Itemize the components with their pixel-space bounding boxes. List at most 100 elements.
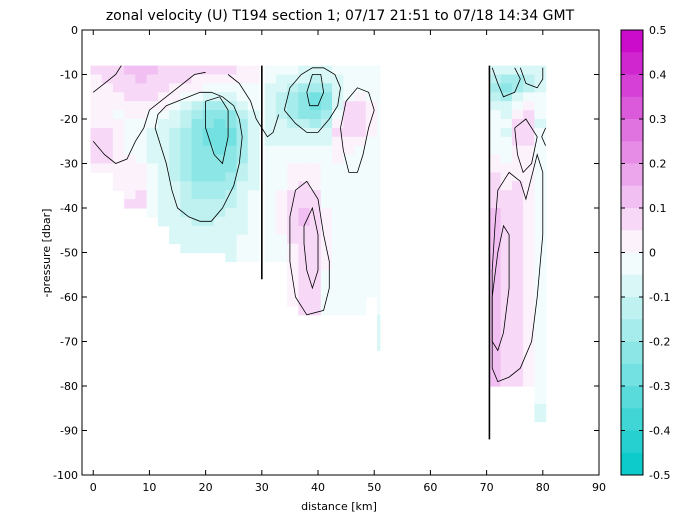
heatmap-cell <box>309 234 322 245</box>
colorbar-band <box>621 74 643 98</box>
heatmap-cell <box>214 110 226 120</box>
heatmap-cell <box>287 288 299 298</box>
heatmap-cell <box>180 101 193 111</box>
heatmap-cell <box>320 172 333 182</box>
y-axis-title: -pressure [dbar] <box>40 209 53 298</box>
y-tick-label: -50 <box>60 247 78 260</box>
heatmap-cell <box>523 234 535 245</box>
heatmap-cell <box>124 136 136 147</box>
heatmap-cell <box>225 136 238 147</box>
heatmap-cell <box>90 83 103 93</box>
heatmap-cell <box>377 154 381 165</box>
y-tick-label: -30 <box>60 158 78 171</box>
heatmap-cell <box>101 92 114 102</box>
heatmap-cell <box>275 110 288 120</box>
contour-line <box>303 206 319 290</box>
heatmap-cell <box>500 270 513 280</box>
heatmap-cell <box>298 279 311 289</box>
heatmap-cell <box>511 243 524 254</box>
heatmap-cell <box>264 225 277 236</box>
heatmap-cell <box>180 181 193 191</box>
heatmap-cell <box>534 359 547 369</box>
heatmap-cell <box>511 199 524 209</box>
heatmap-cell <box>523 377 535 387</box>
heatmap-cell <box>157 181 170 191</box>
heatmap-cell <box>332 136 344 147</box>
heatmap-cell <box>287 243 299 254</box>
heatmap-cell <box>101 163 114 173</box>
heatmap-cell <box>298 252 311 262</box>
colorbar-band <box>621 141 643 164</box>
heatmap-cell <box>264 145 277 156</box>
heatmap-cell <box>511 110 524 120</box>
heatmap-cell <box>298 83 311 93</box>
colorbar-tick-label: -0.4 <box>649 425 670 438</box>
heatmap-cell <box>180 190 193 200</box>
heatmap-cell <box>354 145 367 156</box>
heatmap-cell <box>332 154 344 165</box>
heatmap-cell <box>90 92 103 102</box>
heatmap-cell <box>500 83 513 93</box>
heatmap-cell <box>500 341 513 351</box>
heatmap-cell <box>489 74 502 84</box>
heatmap-cell <box>377 261 381 271</box>
heatmap-cell <box>135 92 148 102</box>
heatmap-cell <box>214 65 226 76</box>
heatmap-cell <box>377 181 381 191</box>
heatmap-cell <box>191 83 204 93</box>
colorbar-band <box>621 96 643 120</box>
heatmap-cell <box>275 252 288 262</box>
heatmap-cell <box>500 110 513 120</box>
heatmap-cell <box>320 127 333 138</box>
heatmap-cell <box>135 65 148 76</box>
heatmap-cell <box>354 243 367 254</box>
heatmap-cell <box>534 332 547 343</box>
colorbar-band <box>621 430 643 454</box>
heatmap-cell <box>90 136 103 147</box>
heatmap-cell <box>90 101 103 111</box>
heatmap-cell <box>365 270 378 280</box>
x-tick-label: 10 <box>142 481 156 494</box>
contour-line <box>491 224 510 352</box>
heatmap-cell <box>287 297 299 307</box>
heatmap-cell <box>489 377 502 387</box>
heatmap-cell <box>343 216 356 227</box>
heatmap-cell <box>135 74 148 84</box>
heatmap-cell <box>236 252 249 262</box>
heatmap-cell <box>287 65 299 76</box>
heatmap-cell <box>101 65 114 76</box>
heatmap-cell <box>236 208 249 218</box>
heatmap-cell <box>135 101 148 111</box>
heatmap-cell <box>169 74 181 84</box>
heatmap-cell <box>146 154 159 165</box>
heatmap-cell <box>247 225 260 236</box>
y-tick-label: -60 <box>60 291 78 304</box>
heatmap-cell <box>191 208 204 218</box>
heatmap-cell <box>332 305 344 316</box>
heatmap-cell <box>534 297 547 307</box>
heatmap-cell <box>202 83 215 93</box>
heatmap-cell <box>264 101 277 111</box>
y-tick-label: -70 <box>60 336 78 349</box>
heatmap-cell <box>523 163 535 173</box>
heatmap-cell <box>180 119 193 129</box>
heatmap-cell <box>236 92 249 102</box>
heatmap-cell <box>534 270 547 280</box>
heatmap-cell <box>298 127 311 138</box>
x-tick-label: 0 <box>90 481 97 494</box>
heatmap-cell <box>101 74 114 84</box>
heatmap-cell <box>112 127 125 138</box>
heatmap-cell <box>191 234 204 245</box>
heatmap-cell <box>320 305 333 316</box>
heatmap-cell <box>365 110 378 120</box>
heatmap-cell <box>320 154 333 165</box>
heatmap-cell <box>534 83 547 93</box>
heatmap-cell <box>90 74 103 84</box>
heatmap-cell <box>332 83 344 93</box>
heatmap-cell <box>275 74 288 84</box>
y-tick-label: 0 <box>71 24 78 37</box>
heatmap-cell <box>511 74 524 84</box>
heatmap-cell <box>523 252 535 262</box>
heatmap-cell <box>489 110 502 120</box>
heatmap-cell <box>332 216 344 227</box>
